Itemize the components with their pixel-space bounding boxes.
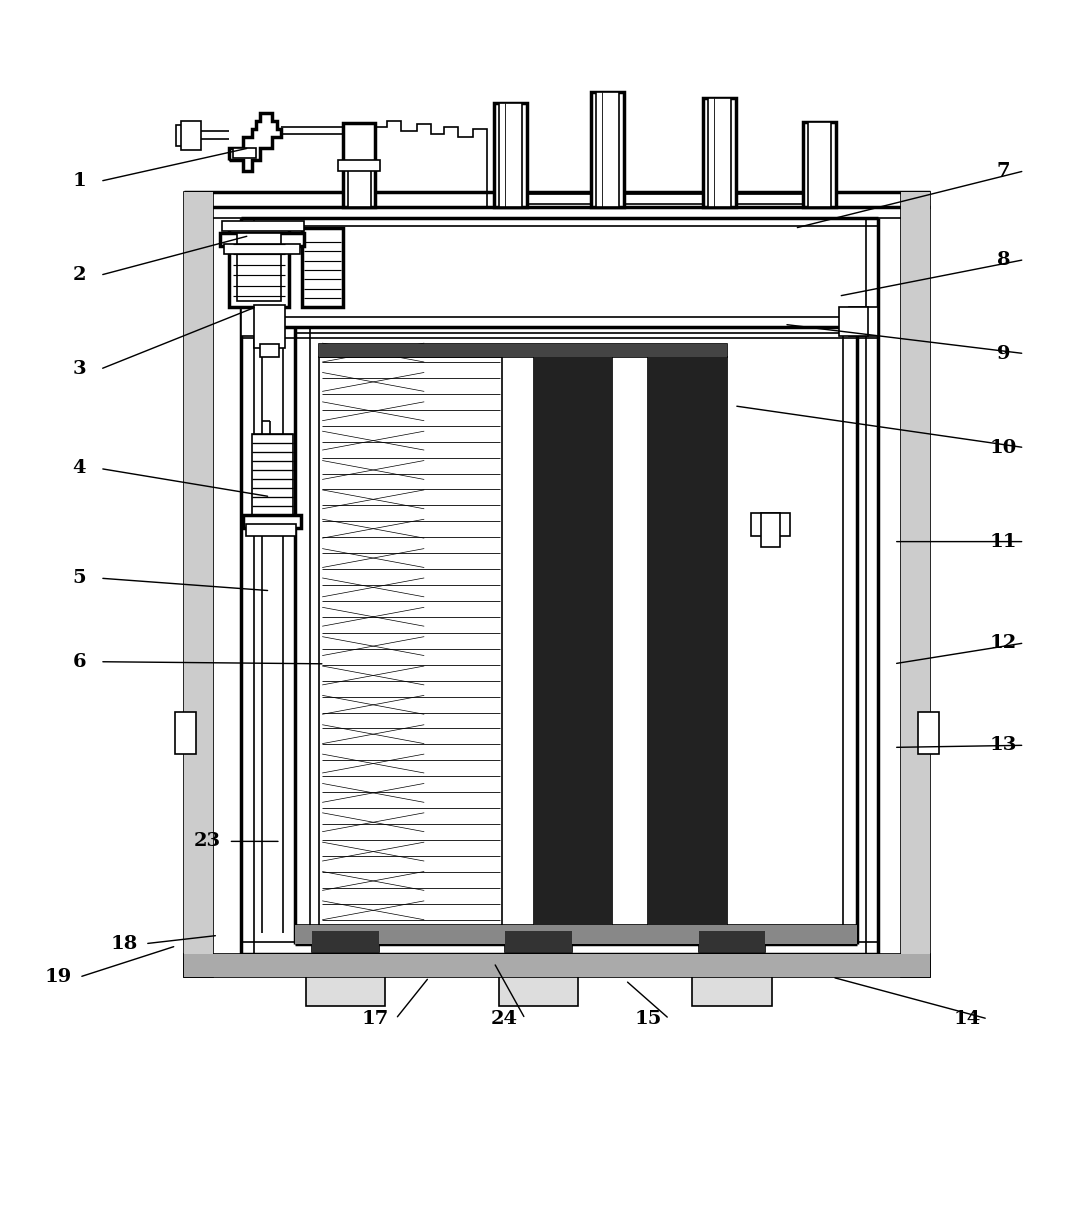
Bar [344, 168, 374, 207]
Bar [242, 307, 270, 336]
Bar [312, 931, 379, 952]
Bar [184, 191, 213, 978]
Bar [237, 234, 281, 301]
Bar [698, 931, 766, 952]
Bar [175, 712, 196, 753]
Bar [254, 305, 285, 349]
Text: 11: 11 [990, 533, 1017, 551]
Bar [596, 93, 619, 207]
Text: 3: 3 [73, 361, 86, 378]
Bar [233, 147, 256, 158]
Bar [703, 98, 737, 207]
Bar [224, 244, 299, 255]
Bar [591, 93, 625, 207]
Bar [803, 122, 837, 207]
Bar [698, 931, 766, 952]
Bar [296, 925, 857, 944]
Bar [499, 978, 579, 1007]
Bar [648, 357, 727, 925]
Bar [348, 168, 371, 207]
Text: 24: 24 [491, 1009, 518, 1028]
Text: 5: 5 [73, 569, 86, 588]
Text: 10: 10 [990, 439, 1017, 457]
Text: 14: 14 [953, 1009, 980, 1028]
Text: 1: 1 [72, 172, 86, 190]
Bar [344, 123, 374, 162]
Bar [901, 191, 930, 978]
Bar [184, 954, 930, 978]
Bar [184, 954, 930, 978]
Bar [499, 102, 522, 207]
Bar [306, 978, 385, 1007]
Bar [918, 712, 939, 753]
Bar [338, 161, 380, 171]
Bar [222, 221, 304, 232]
Text: 8: 8 [997, 251, 1011, 268]
Text: 12: 12 [990, 634, 1017, 652]
Bar [320, 344, 727, 357]
Text: 13: 13 [990, 736, 1017, 755]
Bar [251, 434, 294, 516]
Text: 18: 18 [111, 935, 138, 953]
Text: 17: 17 [361, 1009, 388, 1028]
Bar [244, 516, 300, 528]
Bar [901, 191, 930, 978]
Bar [839, 307, 868, 336]
Bar [533, 357, 611, 925]
Bar [312, 931, 379, 952]
Bar [320, 357, 503, 925]
Bar [708, 98, 731, 207]
Bar [494, 102, 528, 207]
Bar [849, 307, 878, 336]
Bar [505, 931, 572, 952]
Text: 19: 19 [45, 968, 72, 986]
Bar [320, 344, 727, 357]
Bar [692, 978, 771, 1007]
Text: 23: 23 [194, 833, 221, 851]
Bar [260, 344, 279, 357]
Bar [220, 234, 304, 246]
Bar [648, 357, 727, 925]
Bar [808, 122, 831, 207]
Bar [181, 121, 201, 150]
Text: 4: 4 [73, 460, 86, 478]
Bar [228, 228, 289, 307]
Bar [533, 357, 611, 925]
Bar [176, 124, 191, 146]
Text: 6: 6 [73, 652, 86, 670]
Bar [246, 524, 296, 536]
Text: 15: 15 [634, 1009, 663, 1028]
Bar [762, 513, 780, 547]
Bar [184, 191, 213, 978]
Bar [505, 931, 572, 952]
Text: 9: 9 [997, 345, 1011, 362]
Bar [751, 513, 791, 536]
Text: 7: 7 [997, 162, 1011, 180]
Bar [301, 228, 344, 307]
Text: 2: 2 [73, 266, 86, 284]
